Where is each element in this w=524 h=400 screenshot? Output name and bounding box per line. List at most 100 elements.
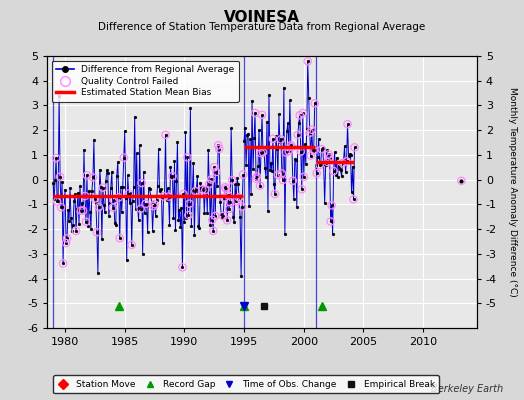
Point [119, 154, 128, 161]
Point [211, 213, 220, 219]
Point [330, 168, 338, 174]
Point [232, 198, 241, 204]
Point [127, 242, 136, 248]
Point [79, 207, 87, 214]
Point [82, 219, 90, 225]
Point [239, 171, 247, 178]
Point [315, 162, 324, 168]
Point [52, 155, 60, 161]
Point [293, 132, 302, 138]
Point [77, 207, 85, 214]
Point [289, 178, 297, 184]
Point [253, 173, 261, 180]
Point [278, 170, 286, 177]
Point [141, 201, 150, 207]
Point [298, 186, 306, 192]
Point [288, 144, 296, 150]
Point [89, 174, 97, 181]
Point [300, 174, 308, 180]
Point [62, 240, 70, 246]
Point [342, 158, 351, 165]
Point [225, 206, 233, 212]
Point [168, 173, 177, 179]
Point [59, 260, 67, 267]
Point [221, 184, 230, 190]
Point [125, 190, 133, 197]
Point [251, 110, 259, 116]
Point [219, 213, 227, 219]
Point [224, 192, 232, 198]
Point [287, 142, 295, 148]
Point [303, 58, 312, 64]
Point [53, 198, 61, 205]
Point [99, 184, 107, 191]
Point [323, 159, 332, 165]
Point [326, 218, 335, 225]
Point [277, 136, 285, 142]
Point [183, 154, 192, 160]
Point [208, 217, 216, 223]
Point [207, 176, 215, 183]
Point [297, 148, 305, 155]
Point [179, 191, 188, 197]
Point [274, 172, 282, 178]
Point [178, 264, 187, 270]
Point [184, 212, 193, 218]
Point [220, 194, 228, 201]
Point [328, 202, 336, 208]
Point [271, 191, 279, 197]
Point [116, 235, 124, 241]
Point [63, 235, 71, 242]
Point [149, 203, 158, 209]
Point [285, 148, 293, 154]
Point [312, 170, 321, 176]
Point [159, 193, 168, 200]
Point [269, 136, 277, 142]
Point [228, 177, 236, 184]
Point [209, 228, 217, 234]
Text: VOINESA: VOINESA [224, 10, 300, 25]
Point [257, 150, 265, 156]
Point [324, 151, 333, 158]
Point [81, 193, 89, 199]
Point [296, 112, 304, 118]
Point [57, 204, 66, 210]
Point [325, 154, 334, 161]
Point [222, 186, 231, 192]
Point [343, 121, 352, 127]
Point [308, 126, 316, 133]
Point [259, 149, 267, 156]
Point [165, 193, 173, 200]
Point [136, 206, 145, 212]
Point [258, 112, 266, 118]
Legend: Station Move, Record Gap, Time of Obs. Change, Empirical Break: Station Move, Record Gap, Time of Obs. C… [53, 376, 439, 394]
Point [91, 195, 99, 202]
Point [212, 169, 221, 175]
Point [457, 178, 465, 184]
Point [350, 196, 358, 202]
Point [226, 199, 234, 206]
Point [93, 229, 101, 236]
Point [235, 194, 243, 201]
Point [282, 149, 290, 156]
Point [256, 182, 264, 189]
Point [215, 146, 223, 152]
Point [95, 204, 103, 210]
Point [191, 188, 200, 194]
Legend: Difference from Regional Average, Quality Control Failed, Estimated Station Mean: Difference from Regional Average, Qualit… [52, 60, 239, 102]
Text: Difference of Station Temperature Data from Regional Average: Difference of Station Temperature Data f… [99, 22, 425, 32]
Point [72, 228, 80, 234]
Point [210, 164, 219, 170]
Point [311, 100, 319, 106]
Point [279, 177, 287, 183]
Point [108, 204, 117, 211]
Point [299, 110, 307, 116]
Point [201, 187, 210, 193]
Point [110, 197, 118, 204]
Point [161, 132, 170, 138]
Point [56, 174, 64, 180]
Point [205, 181, 213, 187]
Point [307, 152, 315, 159]
Y-axis label: Monthly Temperature Anomaly Difference (°C): Monthly Temperature Anomaly Difference (… [508, 87, 517, 297]
Point [310, 147, 318, 154]
